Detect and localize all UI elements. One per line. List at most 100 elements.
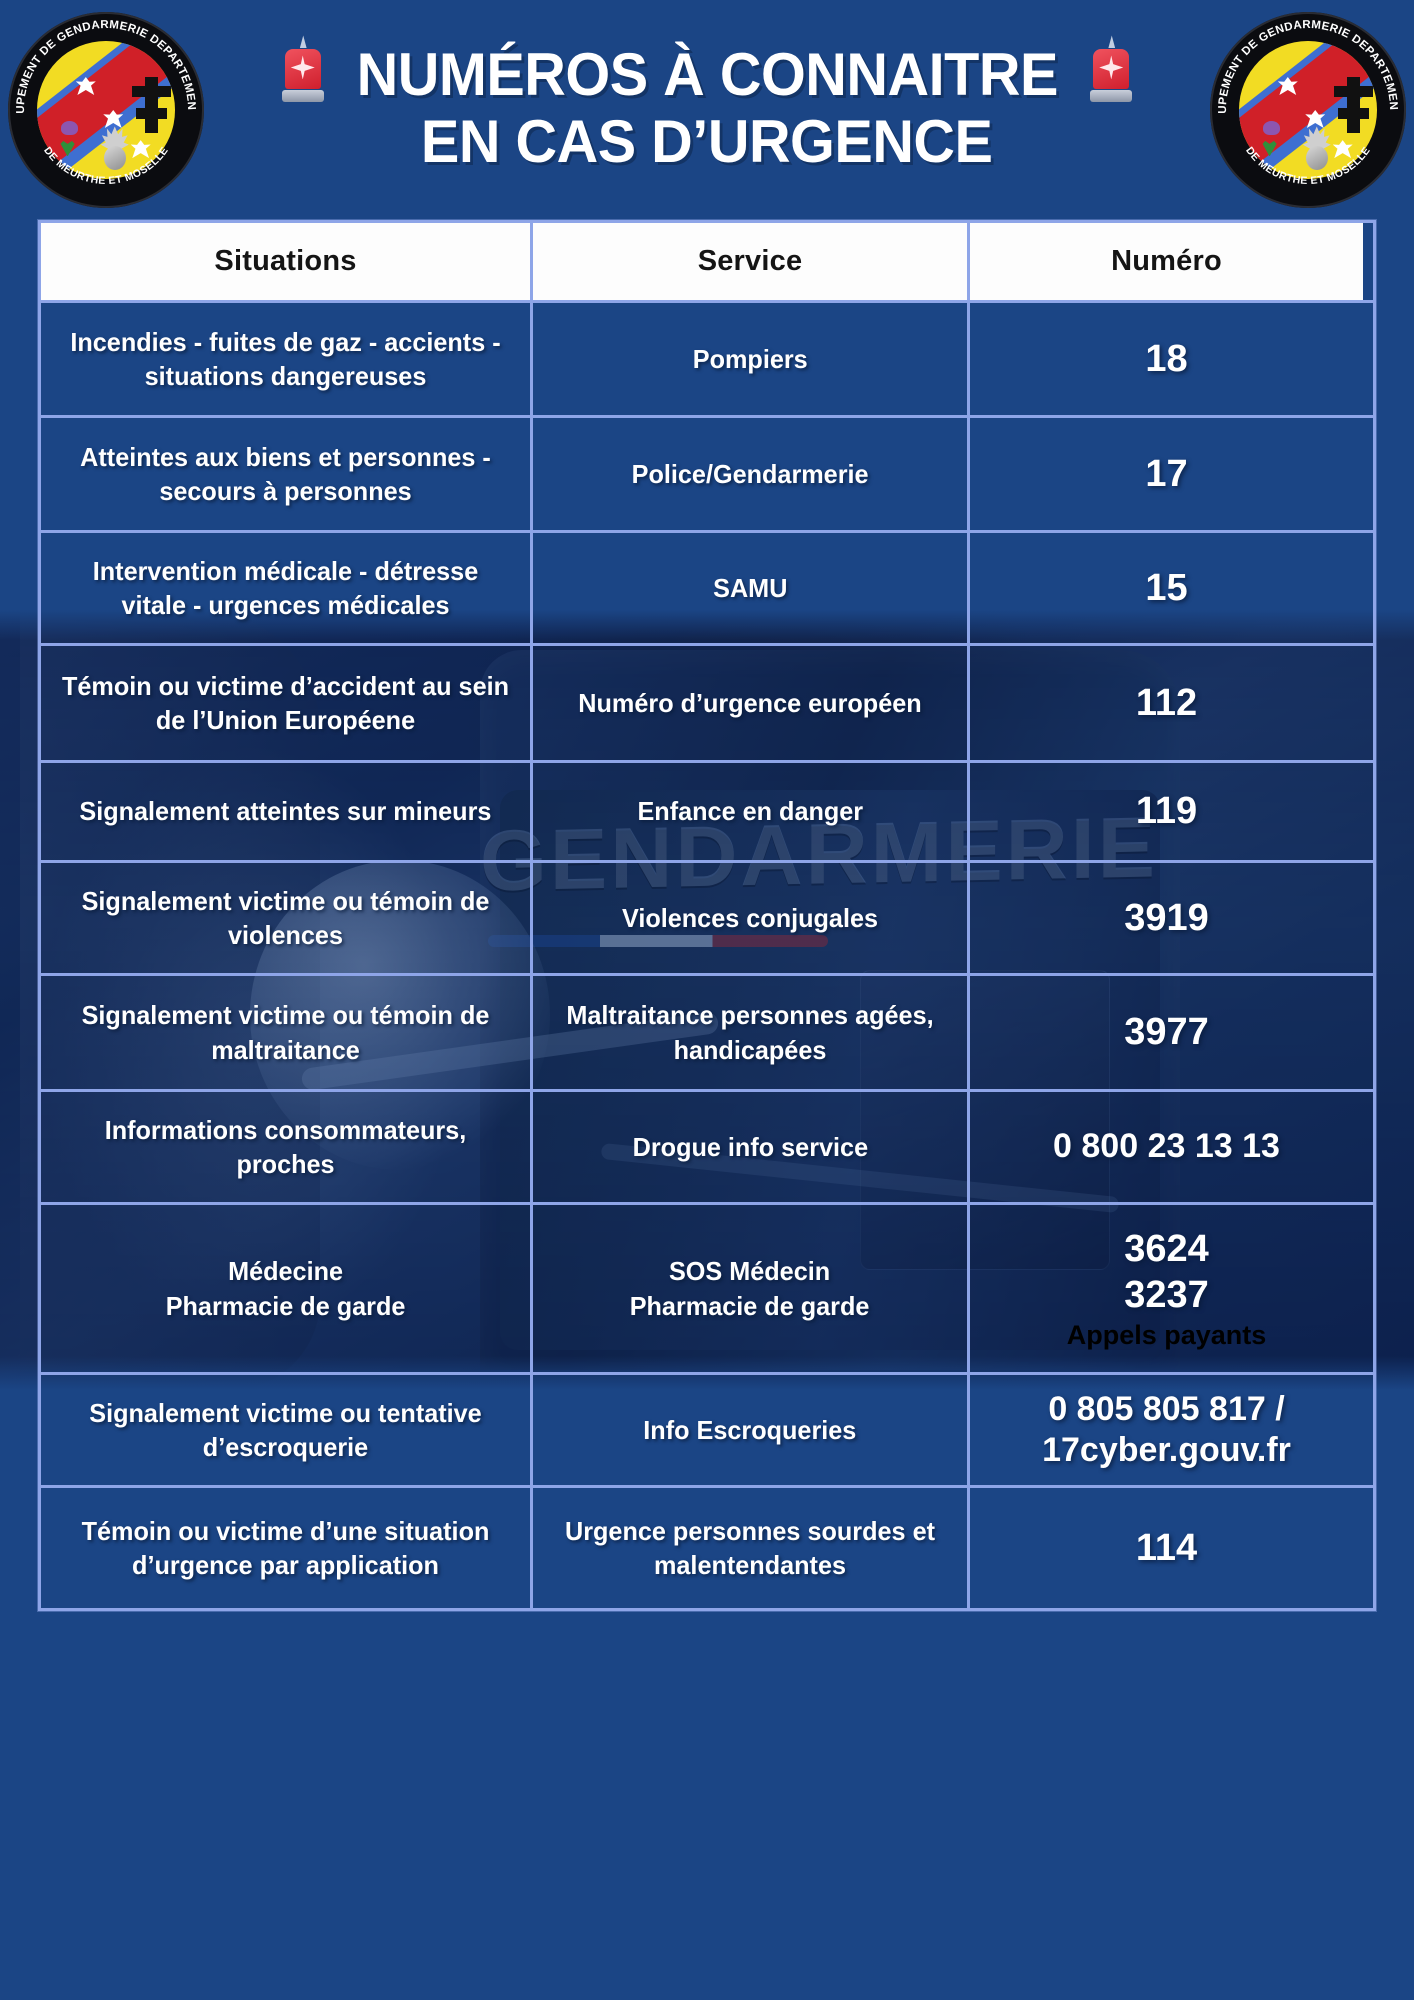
cell-service: Urgence personnes sourdes et malentendan… xyxy=(533,1488,970,1608)
situation-text: Incendies - fuites de gaz - accients - s… xyxy=(70,326,501,391)
column-header-situations-label: Situations xyxy=(214,245,357,277)
cell-numero: 3919 xyxy=(970,863,1363,973)
column-header-situations: Situations xyxy=(41,223,533,300)
situation-text: Signalement victime ou témoin de maltrai… xyxy=(81,1000,490,1065)
crest-top-label-right: GROUPEMENT DE GENDARMERIE DEPARTEMENTALE xyxy=(1210,12,1399,114)
table-row: Informations consommateurs, proches Drogu… xyxy=(41,1092,1373,1205)
cell-situation: Signalement victime ou tentative d’escro… xyxy=(41,1375,533,1485)
numero-text: 3977 xyxy=(1124,1011,1209,1054)
table-row: Signalement atteintes sur mineurs Enfance… xyxy=(41,763,1373,863)
emergency-numbers-table: Situations Service Numéro Incendies - fu… xyxy=(38,220,1376,1611)
cell-numero: 0 800 23 13 13 xyxy=(970,1092,1363,1202)
column-header-service-label: Service xyxy=(697,245,803,277)
page-title-line-2: EN CAS D’URGENCE xyxy=(421,108,993,176)
table-row: Médecine Pharmacie de garde SOS Médecin P… xyxy=(41,1205,1373,1375)
service-text: Info Escroqueries xyxy=(643,1414,857,1445)
cell-situation: Incendies - fuites de gaz - accients - s… xyxy=(41,303,533,415)
service-text: Maltraitance personnes agées, handicapée… xyxy=(566,1000,934,1065)
situation-text: Témoin ou victime d’accident au sein de … xyxy=(61,670,510,735)
cell-service: Police/Gendarmerie xyxy=(533,418,970,530)
crest-top-label-left: GROUPEMENT DE GENDARMERIE DEPARTEMENTALE xyxy=(8,12,197,114)
cell-numero: 17 xyxy=(970,418,1363,530)
cell-situation: Témoin ou victime d’accident au sein de … xyxy=(41,646,533,760)
cell-numero: 114 xyxy=(970,1488,1363,1608)
cell-situation: Informations consommateurs, proches xyxy=(41,1092,533,1202)
service-text: Police/Gendarmerie xyxy=(631,458,869,489)
table-row: Signalement victime ou témoin de maltrai… xyxy=(41,976,1373,1092)
column-header-service: Service xyxy=(533,223,970,300)
situation-text: Intervention médicale - détresse vitale … xyxy=(92,555,479,620)
table-row: Témoin ou victime d’une situation d’urge… xyxy=(41,1488,1373,1608)
crest-bottom-label-right: DE MEURTHE ET MOSELLE xyxy=(1243,145,1372,187)
numero-stack: 112 xyxy=(1136,680,1197,726)
svg-text:DE MEURTHE ET MOSELLE: DE MEURTHE ET MOSELLE xyxy=(1243,145,1373,187)
numero-stack: 3624 3237 Appels payants xyxy=(1067,1226,1267,1352)
cell-situation: Signalement victime ou témoin de violenc… xyxy=(41,863,533,973)
numero-stack: 114 xyxy=(1136,1525,1197,1571)
numero-stack: 0 805 805 817 / 17cyber.gouv.fr xyxy=(1042,1389,1291,1472)
numero-stack: 3919 xyxy=(1124,895,1209,941)
cell-numero: 112 xyxy=(970,646,1363,760)
numero-note: Appels payants xyxy=(1066,1320,1267,1351)
cell-service: SAMU xyxy=(533,533,970,643)
numero-text: 3919 xyxy=(1124,896,1209,939)
service-text: Enfance en danger xyxy=(637,796,863,827)
cell-situation: Signalement victime ou témoin de maltrai… xyxy=(41,976,533,1089)
cell-situation: Atteintes aux biens et personnes - secou… xyxy=(41,418,533,530)
situation-text: Médecine Pharmacie de garde xyxy=(165,1256,406,1321)
crest-arc-text-right: GROUPEMENT DE GENDARMERIE DEPARTEMENTALE… xyxy=(1210,12,1399,187)
siren-icon xyxy=(281,35,324,103)
cell-service: Pompiers xyxy=(533,303,970,415)
service-text: Violences conjugales xyxy=(621,902,879,933)
cell-service: Maltraitance personnes agées, handicapée… xyxy=(533,976,970,1089)
gendarme-photo-backdrop: GENDARMERIE xyxy=(0,610,1414,1390)
cell-numero: 0 805 805 817 / 17cyber.gouv.fr xyxy=(970,1375,1363,1485)
service-text: Numéro d’urgence européen xyxy=(578,687,922,718)
svg-text:DE MEURTHE ET MOSELLE: DE MEURTHE ET MOSELLE xyxy=(41,145,171,187)
situation-text: Signalement atteintes sur mineurs xyxy=(79,796,492,827)
table-row: Incendies - fuites de gaz - accients - s… xyxy=(41,303,1373,418)
svg-text:GROUPEMENT DE GENDARMERIE DEPA: GROUPEMENT DE GENDARMERIE DEPARTEMENTALE xyxy=(8,12,197,114)
numero-stack: 0 800 23 13 13 xyxy=(1053,1126,1280,1167)
situation-text: Signalement victime ou tentative d’escro… xyxy=(89,1397,482,1462)
table-row: Atteintes aux biens et personnes - secou… xyxy=(41,418,1373,533)
cell-numero: 3624 3237 Appels payants xyxy=(970,1205,1363,1372)
table-row: Signalement victime ou témoin de violenc… xyxy=(41,863,1373,976)
poster-header: GROUPEMENT DE GENDARMERIE DEPARTEMENTALE… xyxy=(0,0,1414,220)
situation-text: Atteintes aux biens et personnes - secou… xyxy=(80,441,491,506)
cell-numero: 3977 xyxy=(970,976,1363,1089)
situation-text: Témoin ou victime d’une situation d’urge… xyxy=(81,1515,490,1580)
numero-text: 114 xyxy=(1135,1526,1198,1569)
situation-text: Informations consommateurs, proches xyxy=(104,1114,467,1179)
poster-title-block: NUMÉROS À CONNAITRE EN CAS D’URGENCE xyxy=(204,35,1210,177)
svg-text:GROUPEMENT DE GENDARMERIE DEPA: GROUPEMENT DE GENDARMERIE DEPARTEMENTALE xyxy=(1210,12,1399,114)
cell-situation: Médecine Pharmacie de garde xyxy=(41,1205,533,1372)
cell-situation: Signalement atteintes sur mineurs xyxy=(41,763,533,860)
crest-bottom-label-left: DE MEURTHE ET MOSELLE xyxy=(41,145,170,187)
column-header-numero-label: Numéro xyxy=(1111,245,1222,277)
table-row: Intervention médicale - détresse vitale … xyxy=(41,533,1373,646)
cell-numero: 18 xyxy=(970,303,1363,415)
service-text: SAMU xyxy=(712,572,788,603)
cell-service: Numéro d’urgence européen xyxy=(533,646,970,760)
cell-service: Enfance en danger xyxy=(533,763,970,860)
numero-stack: 119 xyxy=(1136,788,1197,834)
gendarmerie-crest-right-icon: GROUPEMENT DE GENDARMERIE DEPARTEMENTALE… xyxy=(1210,12,1406,208)
numero-text: 112 xyxy=(1135,681,1198,724)
page-title-line-1: NUMÉROS À CONNAITRE xyxy=(356,40,1058,108)
crest-arc-text-left: GROUPEMENT DE GENDARMERIE DEPARTEMENTALE… xyxy=(8,12,197,187)
cell-numero: 15 xyxy=(970,533,1363,643)
cell-service: SOS Médecin Pharmacie de garde xyxy=(533,1205,970,1372)
numero-stack: 18 xyxy=(1145,336,1187,382)
numero-text: 0 805 805 817 / 17cyber.gouv.fr xyxy=(1042,1389,1291,1469)
siren-icon xyxy=(1090,35,1133,103)
cell-situation: Intervention médicale - détresse vitale … xyxy=(41,533,533,643)
situation-text: Signalement victime ou témoin de violenc… xyxy=(81,885,490,950)
numero-text: 0 800 23 13 13 xyxy=(1053,1127,1280,1166)
numero-text: 15 xyxy=(1145,566,1188,609)
column-header-numero: Numéro xyxy=(970,223,1363,300)
numero-stack: 17 xyxy=(1145,451,1187,497)
service-text: Drogue info service xyxy=(632,1131,868,1162)
gendarmerie-crest-left-icon: GROUPEMENT DE GENDARMERIE DEPARTEMENTALE… xyxy=(8,12,204,208)
service-text: Urgence personnes sourdes et malentendan… xyxy=(564,1515,936,1580)
